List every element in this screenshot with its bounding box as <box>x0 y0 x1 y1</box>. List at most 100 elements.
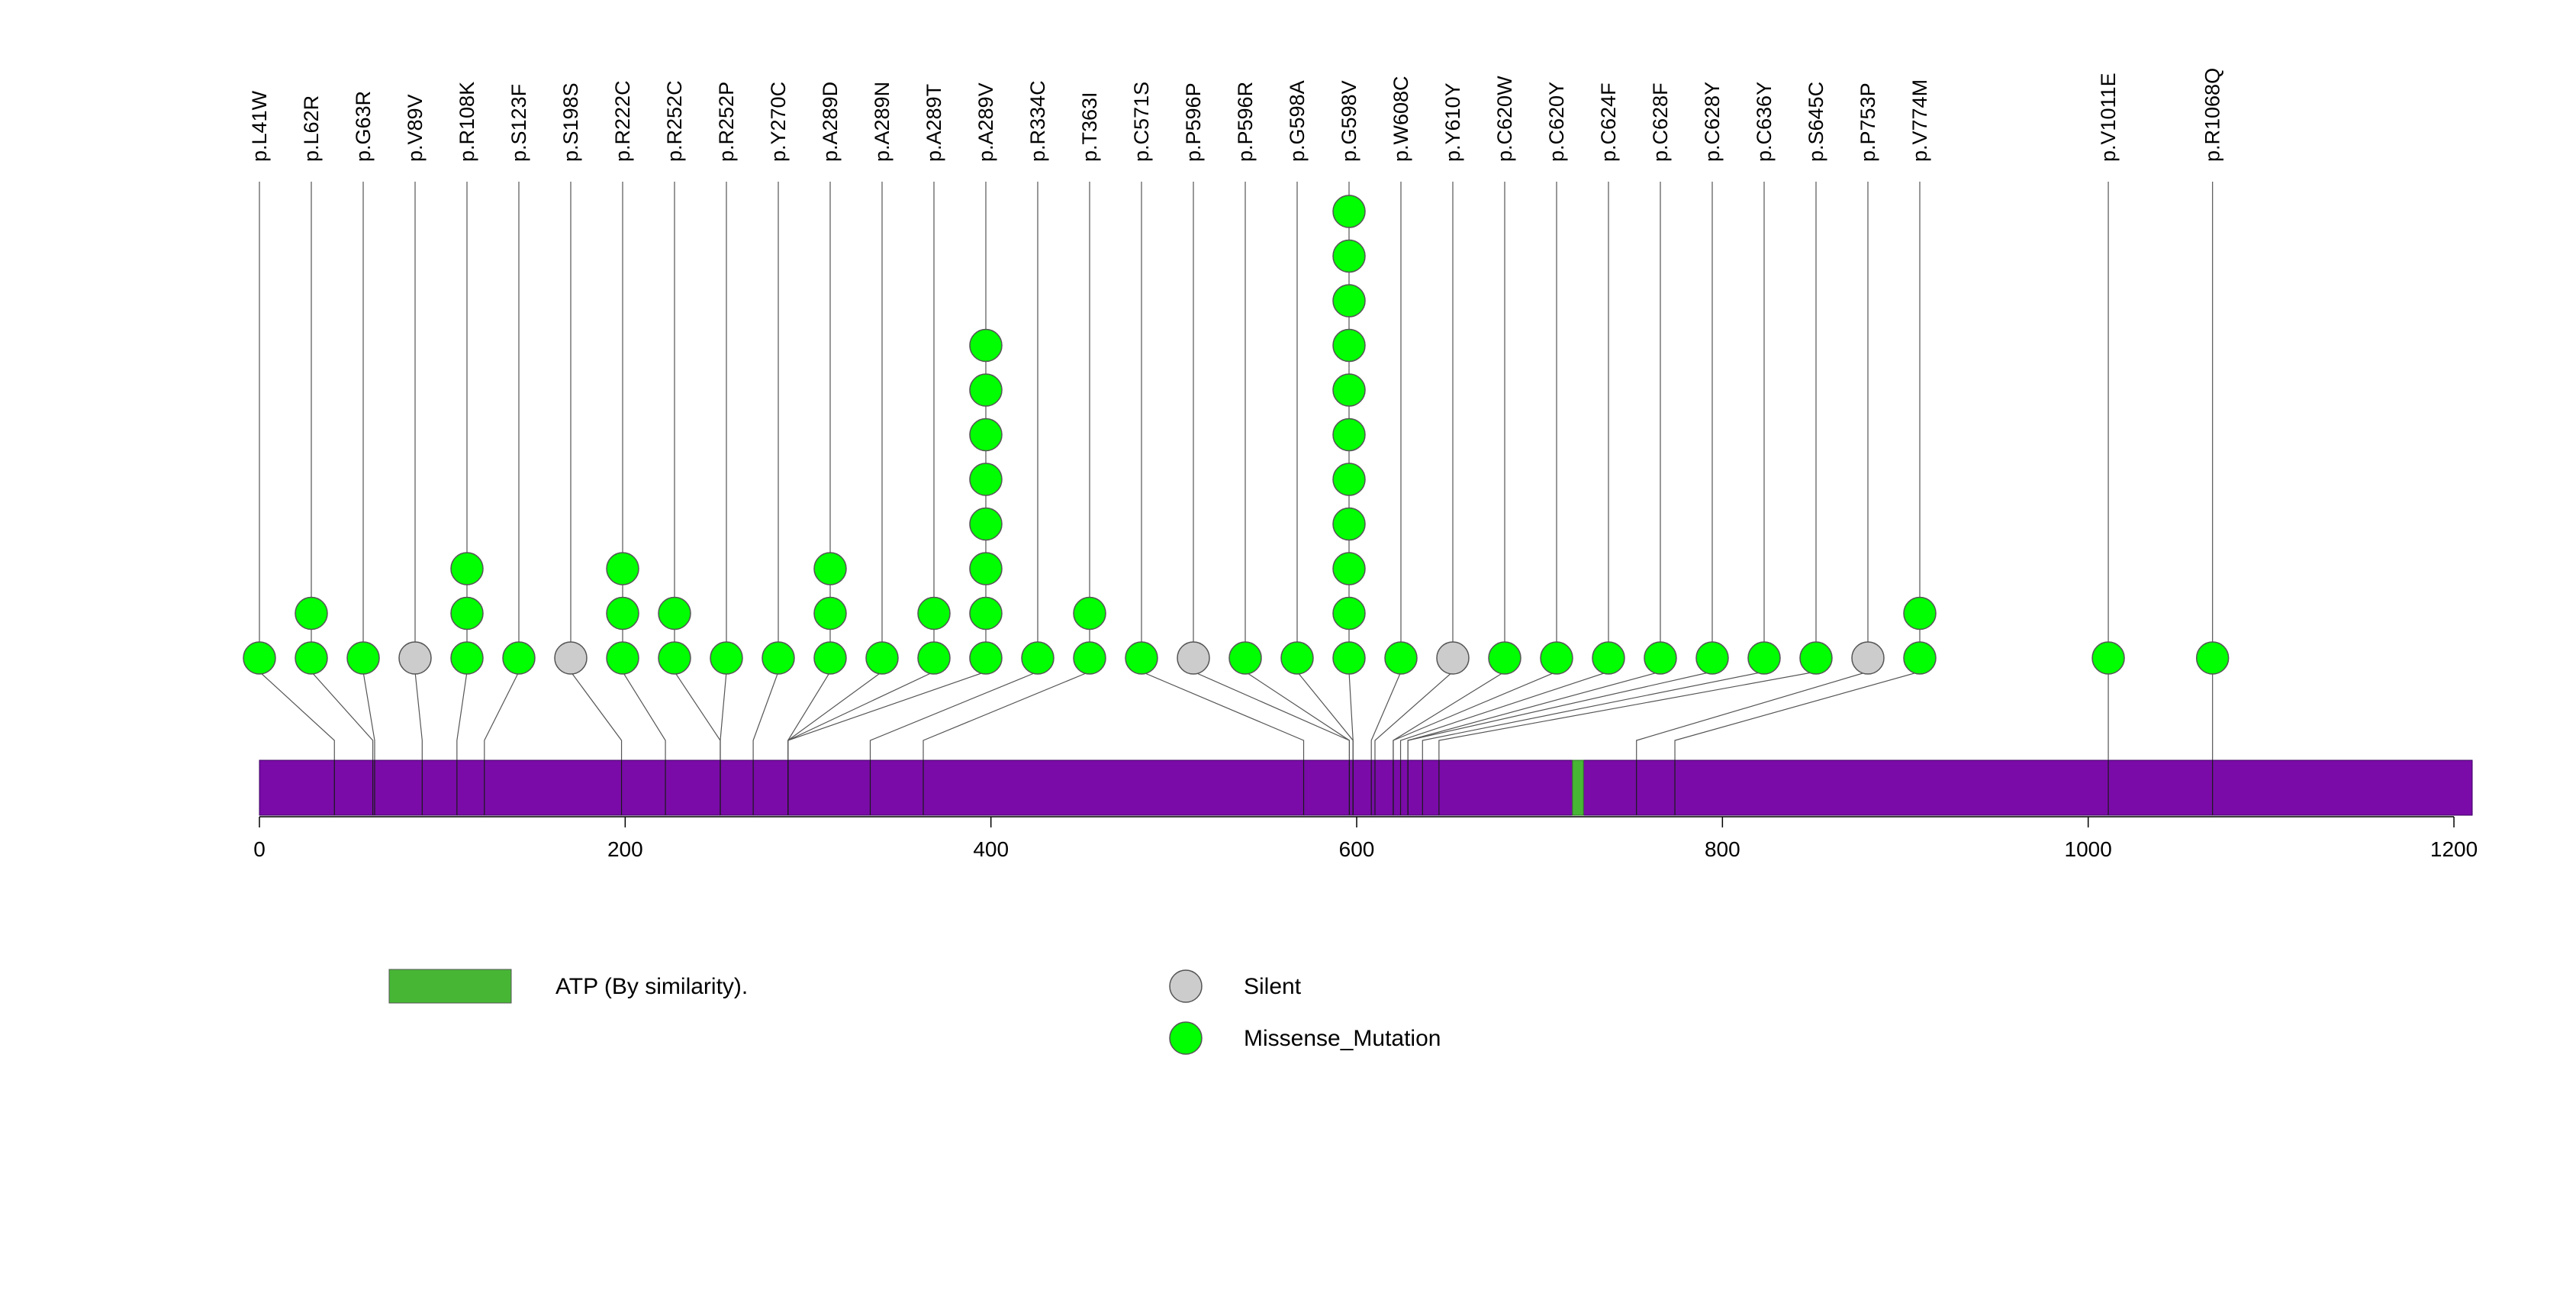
legend-domain-swatch <box>388 969 512 1004</box>
mutation-connector <box>787 671 831 760</box>
mutation-label: p.W608C <box>1389 76 1412 162</box>
missense-mutation-dot <box>243 641 276 675</box>
mutation-connector <box>787 671 935 760</box>
mutation-labels: p.L41W p.L62R p.G63R p.V89V p.R108K p.S123F p.… <box>248 68 2224 162</box>
missense-mutation-dot <box>606 596 639 630</box>
mutation-label: p.C624F <box>1597 82 1620 162</box>
missense-mutation-dot <box>1073 641 1106 675</box>
mutation-label: p.C620W <box>1493 76 1516 162</box>
mutation-label: p.G598A <box>1286 80 1309 162</box>
missense-mutation-dot <box>450 641 484 675</box>
mutation-connector <box>923 671 1090 760</box>
missense-mutation-dot <box>1228 641 1262 675</box>
x-tick-label: 200 <box>607 837 643 861</box>
missense-mutation-dot <box>1903 596 1937 630</box>
missense-mutation-dot <box>969 463 1003 496</box>
missense-mutation-dot <box>969 328 1003 363</box>
missense-mutation-dot <box>1695 641 1729 675</box>
mutation-label: p.A289V <box>974 82 997 162</box>
missense-mutation-dot <box>1073 596 1106 630</box>
mutation-connector <box>1141 671 1305 760</box>
mutation-connector <box>1636 671 1869 760</box>
mutation-connector <box>1399 671 1609 760</box>
x-axis: 0 200 400 600 800 1000 1200 <box>253 816 2478 861</box>
mutation-connector <box>1193 671 1351 760</box>
legend-missense-icon <box>1169 1021 1203 1055</box>
mutation-connector <box>1348 671 1354 760</box>
mutation-label: p.P753P <box>1856 82 1879 162</box>
missense-mutation-dot <box>450 596 484 630</box>
mutation-label: p.C628Y <box>1701 82 1724 162</box>
legend: ATP (By similarity). Silent Missense_Mut… <box>388 969 1441 1055</box>
missense-mutation-dot <box>1332 239 1366 273</box>
missense-mutation-dot <box>1332 507 1366 541</box>
mutation-connector <box>1422 671 1765 760</box>
mutation-stems <box>259 182 2214 760</box>
missense-mutation-dot <box>295 641 328 675</box>
silent-mutation-dot <box>1851 641 1885 675</box>
mutation-label: p.R334C <box>1026 80 1049 162</box>
missense-mutation-dot <box>1384 641 1418 675</box>
mutation-connector <box>1674 671 1921 760</box>
legend-silent-label: Silent <box>1244 974 1302 999</box>
mutation-connector <box>456 671 468 760</box>
mutation-connector <box>570 671 623 760</box>
x-tick-label: 600 <box>1339 837 1375 861</box>
missense-mutation-dot <box>1540 641 1573 675</box>
missense-mutation-dot <box>606 552 639 585</box>
protein-track <box>259 759 2473 816</box>
domain-atp <box>1572 759 1584 816</box>
legend-silent-icon <box>1169 969 1203 1003</box>
missense-mutation-dot <box>1332 373 1366 407</box>
silent-mutation-dot <box>554 641 588 675</box>
mutation-label: p.R252C <box>663 80 686 162</box>
mutation-label: p.C628F <box>1649 82 1672 162</box>
mutation-connector <box>1407 671 1713 760</box>
mutation-connector <box>259 671 335 760</box>
x-tick-label: 1200 <box>2430 837 2478 861</box>
mutation-label: p.A289N <box>871 82 894 162</box>
missense-mutation-dot <box>1332 418 1366 452</box>
mutation-label: p.Y610Y <box>1441 82 1464 162</box>
missense-mutation-dot <box>1332 284 1366 318</box>
mutation-label: p.G598V <box>1338 80 1360 162</box>
missense-mutation-dot <box>1903 641 1937 675</box>
silent-mutation-dot <box>1177 641 1210 675</box>
mutation-label: p.A289T <box>923 84 945 162</box>
mutation-connector <box>1370 671 1402 760</box>
x-tick-label: 1000 <box>2065 837 2112 861</box>
mutation-label: p.P596R <box>1234 82 1257 162</box>
missense-mutation-dot <box>1280 641 1314 675</box>
silent-mutation-dot <box>1436 641 1470 675</box>
missense-mutation-dot <box>865 641 899 675</box>
x-tick-label: 800 <box>1705 837 1740 861</box>
missense-mutation-dot <box>2195 641 2230 675</box>
mutation-connector <box>1407 671 1661 760</box>
missense-mutation-dot <box>969 418 1003 452</box>
mutation-connector <box>720 671 727 760</box>
missense-mutation-dot <box>969 373 1003 407</box>
mutation-label: p.R108K <box>456 82 478 162</box>
missense-mutation-dot <box>502 641 536 675</box>
missense-mutation-dot <box>606 641 639 675</box>
mutation-label: p.S198S <box>559 82 582 162</box>
missense-mutation-dot <box>969 552 1003 585</box>
missense-mutation-dot <box>1747 641 1781 675</box>
mutation-connector <box>1374 671 1454 760</box>
missense-mutation-dot <box>658 596 691 630</box>
mutation-label: p.L62R <box>300 95 323 162</box>
mutation-connector <box>752 671 779 760</box>
missense-mutation-dot <box>1125 641 1158 675</box>
mutation-connector <box>869 671 1038 760</box>
mutation-connector <box>787 671 987 760</box>
missense-mutation-dot <box>1332 596 1366 630</box>
x-tick-label: 0 <box>253 837 266 861</box>
mutation-connector <box>787 671 883 760</box>
missense-mutation-dot <box>917 641 951 675</box>
mutation-connector <box>414 671 423 760</box>
mutation-label: p.S123F <box>507 84 530 162</box>
missense-mutation-dot <box>1592 641 1625 675</box>
legend-missense-label: Missense_Mutation <box>1244 1026 1441 1051</box>
mutation-label: p.S645C <box>1805 82 1827 162</box>
mutation-connector <box>674 671 721 760</box>
